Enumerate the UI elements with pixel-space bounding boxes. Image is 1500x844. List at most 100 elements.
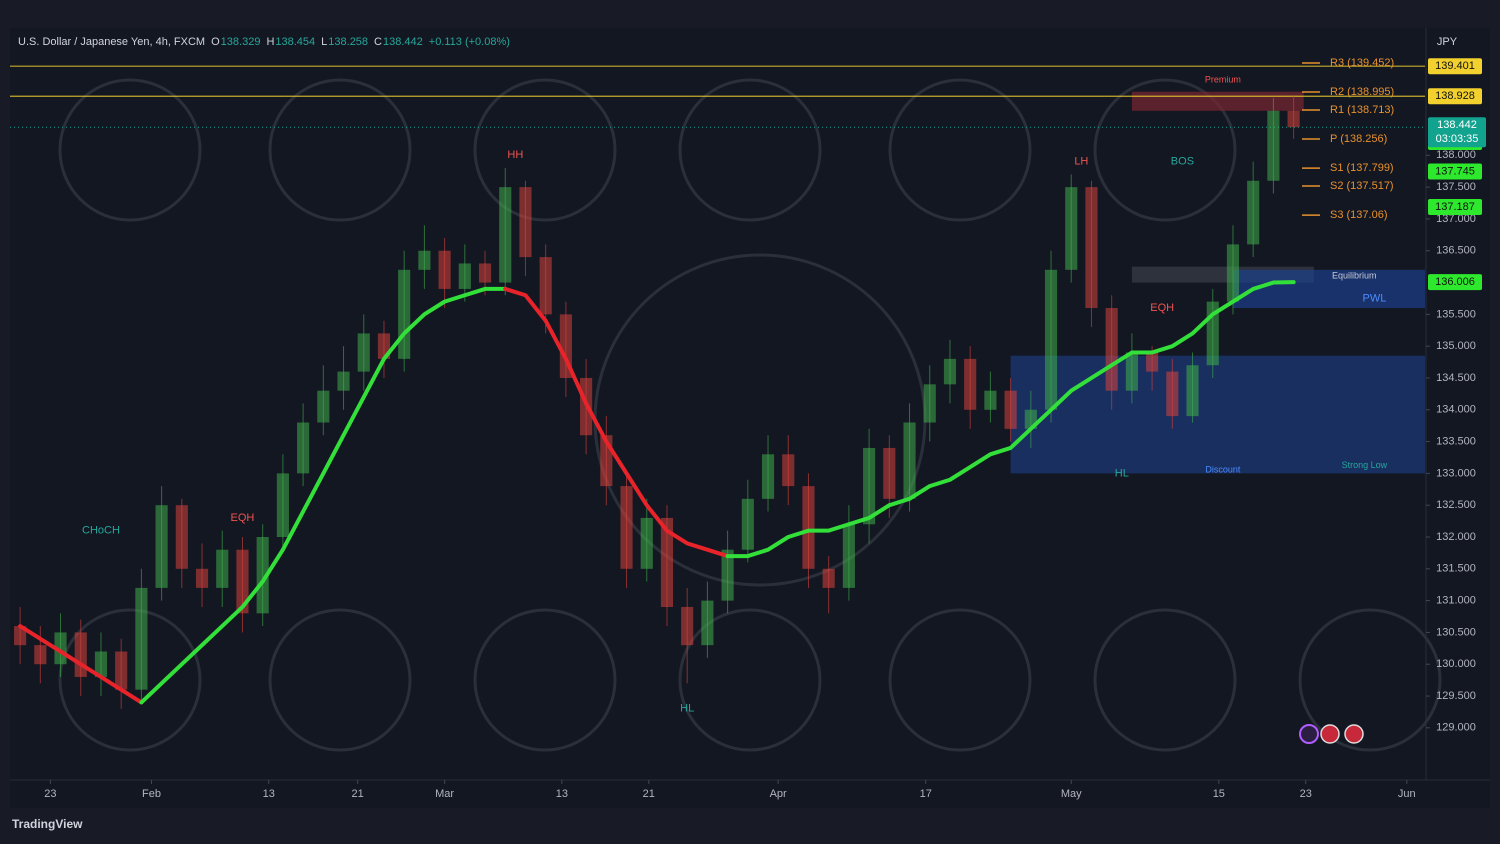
candle-body	[1226, 244, 1240, 302]
annotation: HH	[507, 149, 523, 161]
annotation: Premium	[1205, 75, 1241, 85]
pivot-label: S2 (137.517)	[1330, 180, 1394, 192]
candle-body	[74, 632, 87, 677]
x-tick-label: 21	[643, 788, 655, 800]
currency-label: JPY	[1437, 36, 1458, 48]
zone	[1131, 91, 1304, 111]
ohlc-value: 138.442	[383, 36, 423, 48]
price-badge	[1428, 58, 1482, 75]
candle-body	[660, 517, 674, 607]
last-price-label: 138.442	[1437, 119, 1477, 131]
y-tick-label: 130.500	[1436, 626, 1476, 638]
candle-body	[256, 536, 269, 614]
annotation: HL	[1115, 467, 1129, 479]
candle-body	[1166, 371, 1179, 417]
x-tick-label: 13	[263, 788, 275, 800]
price-badge-label: 139.401	[1435, 60, 1475, 72]
y-tick-label: 134.000	[1436, 404, 1476, 416]
candle-body	[1267, 110, 1280, 181]
candle-body	[964, 358, 977, 410]
candle-body	[761, 454, 775, 499]
ohlc-value: 138.454	[275, 36, 316, 48]
pivot-label: S1 (137.799)	[1330, 162, 1394, 174]
candle-body	[681, 606, 694, 646]
candle-body	[297, 422, 310, 474]
candle-body	[802, 486, 815, 569]
price-badge-label: 137.745	[1435, 165, 1475, 177]
ema-line	[503, 286, 730, 559]
candle-body	[620, 486, 633, 569]
annotation: Equilibrium	[1332, 271, 1377, 281]
x-tick-label: 23	[1300, 788, 1312, 800]
candle-body	[782, 454, 795, 487]
annotation: Strong Low	[1342, 460, 1388, 470]
candle-body	[883, 447, 896, 499]
candle-body	[1085, 187, 1098, 308]
ema-line	[139, 286, 508, 705]
annotation: Discount	[1205, 465, 1241, 475]
candle-body	[216, 549, 229, 588]
pivot-label: R1 (138.713)	[1330, 104, 1394, 116]
candle-body	[155, 505, 168, 588]
x-tick-label: 21	[352, 788, 364, 800]
candle-body	[34, 645, 47, 665]
candle-body	[1004, 390, 1017, 429]
candle-body	[842, 524, 855, 588]
candle-body	[175, 505, 188, 569]
candle-body	[822, 568, 835, 588]
candle-body	[539, 257, 552, 315]
legend-header: U.S. Dollar / Japanese Yen, 4h, FXCM O138…	[18, 36, 516, 48]
x-tick-label: Apr	[770, 788, 787, 800]
annotation: HL	[680, 703, 694, 715]
annotation: EQH	[231, 512, 255, 524]
ohlc-value: 138.329	[220, 36, 261, 48]
candle-body	[115, 651, 128, 690]
candle-body	[1146, 352, 1159, 372]
y-tick-label: 135.500	[1436, 308, 1476, 320]
ohlc-key: C	[374, 36, 382, 48]
x-tick-label: 17	[920, 788, 932, 800]
candle-body	[54, 632, 67, 665]
y-tick-label: 132.000	[1436, 531, 1476, 543]
candles	[14, 94, 1300, 709]
candle-body	[478, 263, 492, 283]
x-tick-label: May	[1061, 788, 1082, 800]
x-tick-label: 15	[1213, 788, 1225, 800]
candle-body	[701, 600, 714, 646]
y-tick-label: 129.000	[1436, 722, 1476, 734]
candle-body	[1247, 180, 1260, 245]
candle-body	[721, 549, 734, 601]
y-tick-label: 136.500	[1436, 245, 1476, 257]
candle-body	[1186, 365, 1199, 417]
candle-body	[337, 371, 350, 391]
countdown: 03:03:35	[1436, 133, 1479, 145]
candle-body	[943, 358, 957, 385]
annotation: LH	[1074, 156, 1088, 168]
candle-body	[1125, 352, 1138, 391]
candle-body	[195, 568, 209, 588]
pivot-label: R3 (139.452)	[1330, 57, 1394, 69]
annotation: EQH	[1150, 302, 1174, 314]
zone	[1010, 355, 1425, 474]
candle-body	[1287, 110, 1300, 128]
y-tick-label: 138.000	[1436, 149, 1476, 161]
brand: TradingView	[12, 817, 83, 831]
pivot-label: P (138.256)	[1330, 133, 1387, 145]
annotation: PWL	[1363, 292, 1387, 304]
symbol: U.S. Dollar / Japanese Yen, 4h, FXCM	[18, 36, 206, 48]
candle-body	[398, 269, 411, 359]
x-tick-label: 23	[44, 788, 56, 800]
y-tick-label: 134.500	[1436, 372, 1476, 384]
candle-body	[1044, 269, 1058, 410]
y-tick-label: 133.500	[1436, 435, 1476, 447]
candle-body	[236, 549, 249, 614]
x-tick-label: Feb	[142, 788, 161, 800]
price-badge-label: 136.006	[1435, 276, 1475, 288]
candle-body	[418, 250, 431, 270]
candle-body	[135, 587, 148, 690]
ohlc-key: H	[266, 36, 275, 48]
annotation: BOS	[1171, 156, 1194, 168]
price-badge-label: 137.187	[1435, 201, 1475, 213]
pivot-label: R2 (138.995)	[1330, 86, 1394, 98]
